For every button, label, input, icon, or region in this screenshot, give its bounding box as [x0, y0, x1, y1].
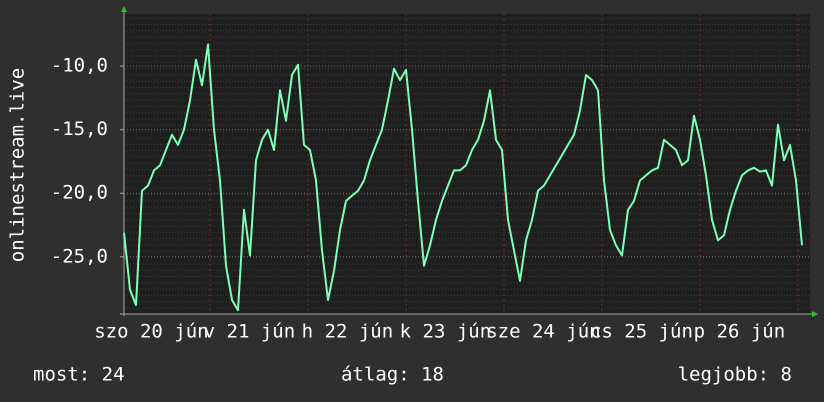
y-tick-label: -10,0 — [51, 55, 108, 77]
x-tick-label: szo 20 jún — [94, 321, 208, 343]
x-arrow — [812, 311, 818, 317]
x-tick-label: v 21 jún — [204, 321, 296, 343]
x-tick-label: cs 25 jún — [590, 321, 693, 343]
legend-avg: átlag: 18 — [341, 364, 444, 386]
y-axis-label: onlinestream.live — [7, 68, 29, 262]
x-tick-label: p 26 jún — [694, 321, 786, 343]
legend-best: legjobb: 8 — [678, 364, 792, 386]
y-tick-label: -15,0 — [51, 118, 108, 140]
y-arrow — [121, 6, 127, 12]
legend-now: most: 24 — [33, 364, 125, 386]
y-tick-label: -25,0 — [51, 245, 108, 267]
x-tick-label: h 22 jún — [302, 321, 394, 343]
y-tick-label: -20,0 — [51, 182, 108, 204]
x-tick-label: sze 24 jún — [486, 321, 600, 343]
data-line — [123, 43, 803, 312]
x-tick-label: k 23 jún — [400, 321, 492, 343]
